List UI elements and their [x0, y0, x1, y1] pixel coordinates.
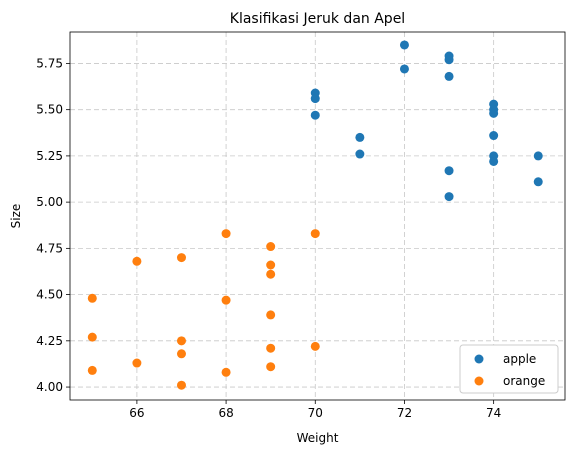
data-point-apple — [533, 151, 543, 161]
data-point-apple — [444, 55, 454, 65]
data-point-orange — [87, 332, 97, 342]
data-point-orange — [176, 349, 186, 359]
data-point-orange — [266, 362, 276, 372]
data-point-orange — [132, 256, 142, 266]
legend-marker-orange — [474, 376, 484, 386]
legend-label-apple: apple — [503, 352, 536, 366]
data-point-apple — [399, 40, 409, 50]
plot-frame — [69, 31, 566, 401]
data-point-apple — [399, 64, 409, 74]
y-tick-label: 4.50 — [36, 288, 63, 302]
y-tick-label: 4.00 — [36, 380, 63, 394]
x-tick-label: 74 — [486, 406, 501, 420]
data-points — [87, 40, 543, 390]
y-tick-label: 4.25 — [36, 334, 63, 348]
data-point-apple — [489, 108, 499, 118]
data-point-orange — [310, 341, 320, 351]
legend: apple orange — [459, 344, 559, 394]
data-point-orange — [266, 260, 276, 270]
data-point-orange — [266, 269, 276, 279]
data-point-orange — [176, 253, 186, 263]
axis-ticks: 66 68 70 72 74 4.00 4.25 4.50 4.75 5.00 5.25 5.50 5.… — [36, 56, 501, 420]
data-point-orange — [221, 229, 231, 239]
data-point-orange — [266, 242, 276, 252]
data-point-orange — [176, 336, 186, 346]
y-tick-label: 5.75 — [36, 56, 63, 70]
data-point-orange — [310, 229, 320, 239]
legend-marker-apple — [474, 354, 484, 364]
data-point-apple — [355, 132, 365, 142]
data-point-orange — [132, 358, 142, 368]
y-tick-label: 5.00 — [36, 195, 63, 209]
data-point-apple — [444, 166, 454, 176]
data-point-apple — [310, 94, 320, 104]
x-tick-label: 68 — [218, 406, 233, 420]
legend-label-orange: orange — [503, 374, 545, 388]
x-tick-label: 72 — [397, 406, 412, 420]
data-point-orange — [266, 310, 276, 320]
y-tick-label: 5.25 — [36, 149, 63, 163]
data-point-apple — [310, 110, 320, 120]
data-point-orange — [87, 293, 97, 303]
data-point-orange — [266, 343, 276, 353]
data-point-orange — [176, 380, 186, 390]
data-point-apple — [489, 156, 499, 166]
y-tick-label: 5.50 — [36, 103, 63, 117]
data-point-apple — [489, 131, 499, 141]
legend-box — [459, 344, 559, 394]
y-axis-label: Size — [9, 204, 23, 229]
data-point-apple — [355, 149, 365, 159]
x-tick-label: 66 — [129, 406, 144, 420]
x-axis-label: Weight — [297, 431, 339, 445]
x-tick-label: 70 — [308, 406, 323, 420]
data-point-orange — [221, 295, 231, 305]
data-point-apple — [444, 192, 454, 202]
y-tick-label: 4.75 — [36, 241, 63, 255]
data-point-apple — [533, 177, 543, 187]
data-point-orange — [87, 365, 97, 375]
data-point-orange — [221, 367, 231, 377]
chart-title: Klasifikasi Jeruk dan Apel — [230, 11, 405, 27]
data-point-apple — [444, 71, 454, 81]
